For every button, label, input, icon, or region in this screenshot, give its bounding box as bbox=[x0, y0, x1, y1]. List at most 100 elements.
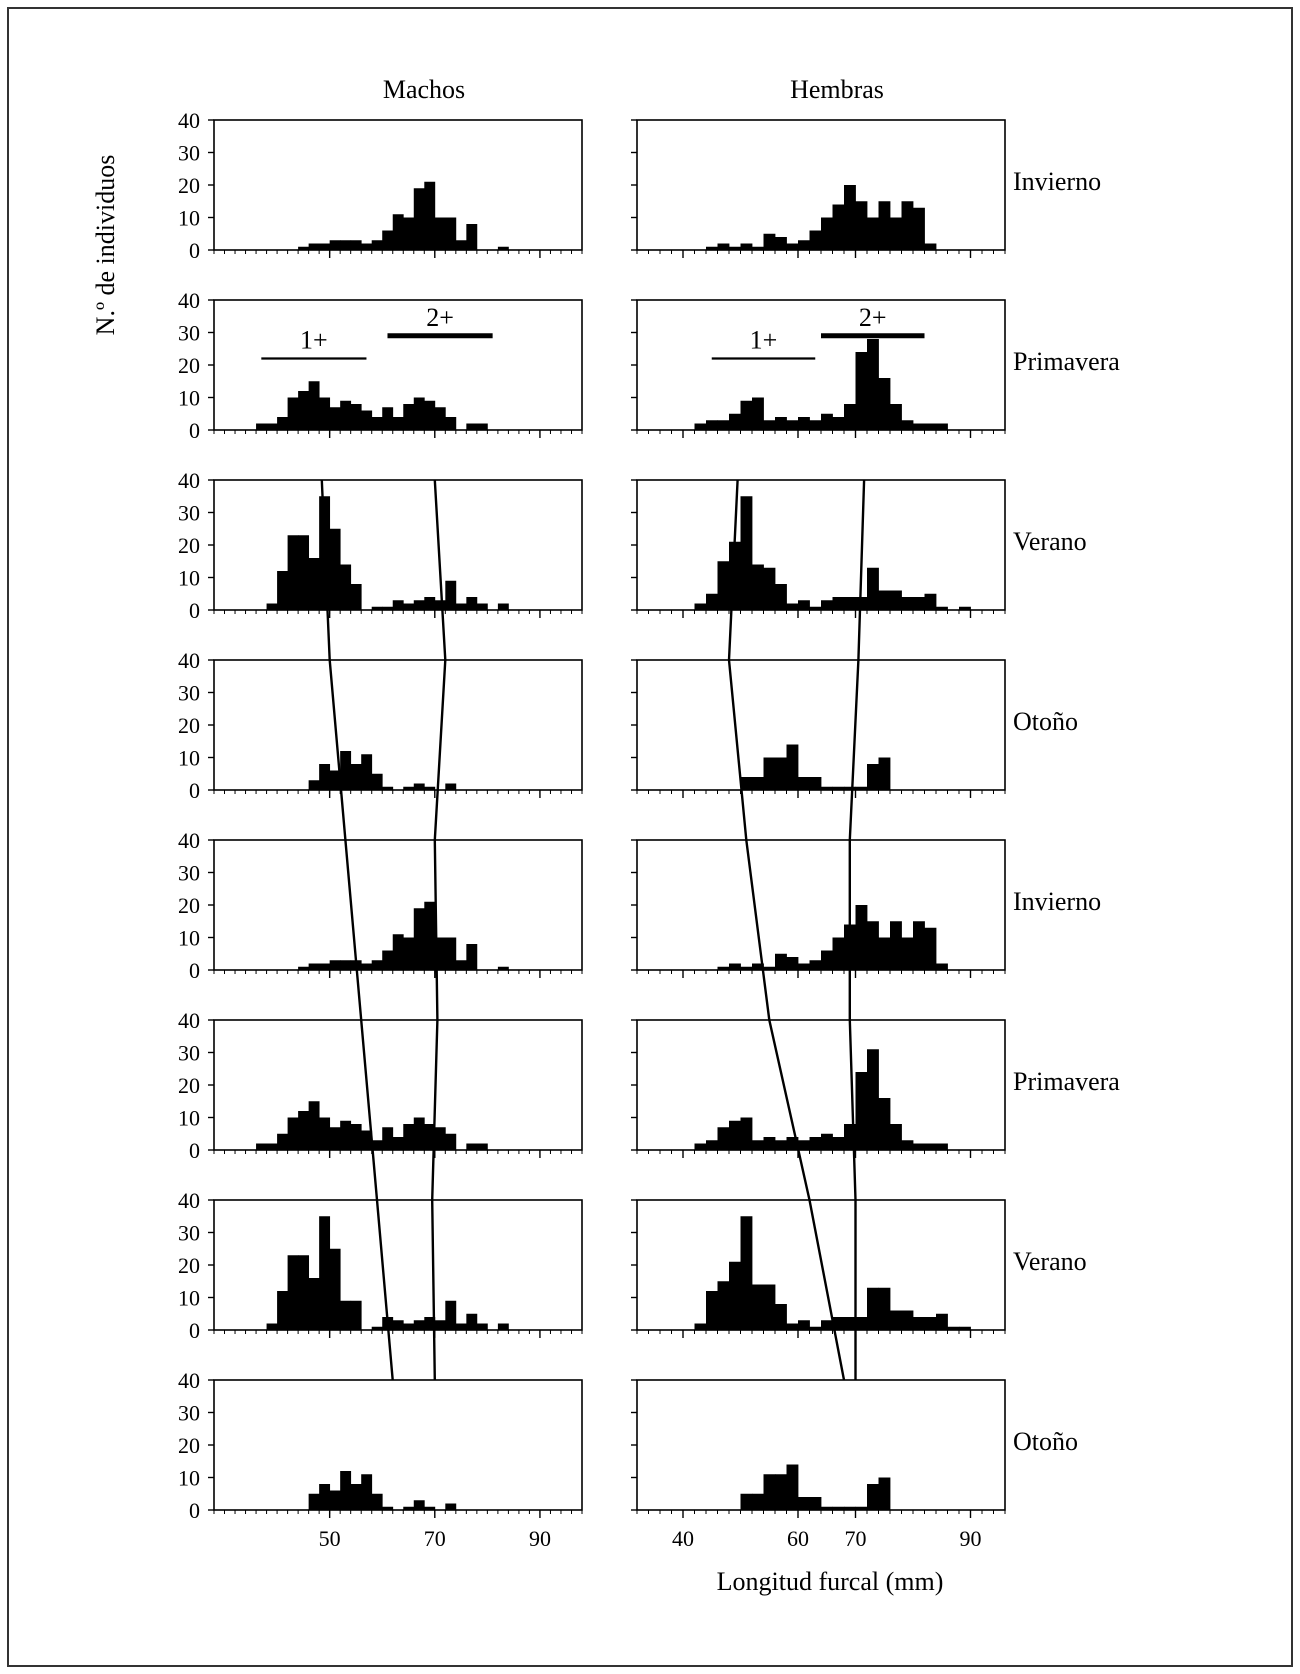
histogram-bar bbox=[308, 1493, 320, 1510]
histogram-bar bbox=[901, 420, 914, 430]
machos-panel-4-frame bbox=[213, 659, 583, 791]
histogram-bar bbox=[752, 777, 764, 790]
histogram-bar bbox=[901, 1310, 914, 1330]
histogram-bar bbox=[445, 417, 457, 430]
histogram-bar bbox=[298, 1255, 310, 1330]
season-label: Invierno bbox=[1013, 167, 1101, 196]
histogram-bar bbox=[844, 1317, 856, 1330]
histogram-bar bbox=[832, 204, 845, 250]
histogram-bar bbox=[298, 535, 310, 610]
x-tick-label: 70 bbox=[845, 1526, 867, 1551]
histogram-bar bbox=[455, 603, 467, 610]
cohort-label: 1+ bbox=[750, 326, 778, 355]
y-tick-label: 30 bbox=[178, 1041, 200, 1066]
histogram-bar bbox=[752, 1140, 764, 1150]
y-tick-label: 10 bbox=[178, 1466, 200, 1491]
histogram-bar bbox=[890, 590, 902, 610]
histogram-bar bbox=[371, 240, 383, 250]
histogram-bar bbox=[729, 963, 741, 970]
histogram-bar bbox=[763, 1137, 776, 1150]
histogram-bar bbox=[319, 1117, 331, 1150]
histogram-bar bbox=[740, 1216, 753, 1330]
histogram-bar bbox=[821, 1320, 833, 1330]
histogram-bar bbox=[821, 1133, 833, 1150]
y-tick-label: 0 bbox=[189, 958, 200, 983]
histogram-bar bbox=[855, 1317, 868, 1330]
y-tick-label: 0 bbox=[189, 778, 200, 803]
histogram-bar bbox=[729, 413, 741, 430]
histogram-bar bbox=[729, 246, 741, 250]
season-label: Otoño bbox=[1013, 707, 1078, 736]
histogram-bar bbox=[809, 230, 822, 250]
histogram-bar bbox=[287, 1255, 299, 1330]
histogram-bar bbox=[424, 1317, 436, 1330]
histogram-bar bbox=[340, 1471, 352, 1510]
y-tick-label: 10 bbox=[178, 1106, 200, 1131]
y-tick-label: 20 bbox=[178, 893, 200, 918]
histogram-bar bbox=[319, 397, 331, 430]
histogram-bar bbox=[786, 243, 799, 250]
machos-panel-2-frame bbox=[213, 299, 583, 431]
y-tick-label: 20 bbox=[178, 173, 200, 198]
histogram-bar bbox=[476, 1323, 488, 1330]
histogram-bar bbox=[434, 1127, 446, 1150]
season-label: Otoño bbox=[1013, 1427, 1078, 1456]
histogram-bar bbox=[413, 1320, 425, 1330]
histogram-bar bbox=[786, 1464, 799, 1510]
y-tick-label: 30 bbox=[178, 681, 200, 706]
x-tick-label: 50 bbox=[319, 1526, 341, 1551]
histogram-bar bbox=[832, 1506, 845, 1510]
machos-panel-6-frame bbox=[213, 1019, 583, 1151]
machos-panel-3-frame bbox=[213, 479, 583, 611]
histogram-bar bbox=[497, 246, 509, 250]
histogram-bar bbox=[798, 417, 810, 430]
histogram-bar bbox=[763, 420, 776, 430]
histogram-bar bbox=[455, 240, 467, 250]
histogram-bar bbox=[298, 966, 310, 970]
histogram-bar bbox=[361, 963, 373, 970]
histogram-bar bbox=[340, 240, 352, 250]
histogram-bar bbox=[424, 400, 436, 430]
histogram-bar bbox=[855, 905, 868, 970]
histogram-bar bbox=[266, 1143, 278, 1150]
histogram-bar bbox=[832, 597, 845, 610]
histogram-bar bbox=[786, 1137, 799, 1150]
histogram-bar bbox=[855, 1506, 868, 1510]
histogram-bar bbox=[844, 404, 856, 430]
histogram-bar bbox=[729, 541, 741, 610]
hembras-panel-4-frame bbox=[636, 659, 1006, 791]
hembras-panel-2-frame bbox=[636, 299, 1006, 431]
histogram-bar bbox=[763, 757, 776, 790]
y-tick-label: 40 bbox=[178, 108, 200, 133]
histogram-bar bbox=[740, 966, 753, 970]
histogram-bar bbox=[403, 1323, 415, 1330]
histogram-bar bbox=[277, 1133, 288, 1150]
histogram-bar bbox=[277, 417, 288, 430]
histogram-bar bbox=[809, 420, 822, 430]
histogram-bar bbox=[466, 944, 478, 970]
histogram-bar bbox=[445, 1133, 457, 1150]
histogram-bar bbox=[878, 378, 891, 430]
histogram-bar bbox=[424, 597, 436, 610]
histogram-bar bbox=[350, 240, 362, 250]
histogram-bar bbox=[361, 410, 373, 430]
histogram-bar bbox=[308, 963, 320, 970]
y-tick-label: 40 bbox=[178, 828, 200, 853]
figure-frame bbox=[7, 7, 1293, 1667]
histogram-bar bbox=[947, 1326, 960, 1330]
histogram-bar bbox=[832, 786, 845, 790]
histogram-bar bbox=[867, 1484, 879, 1510]
histogram-bar bbox=[890, 1310, 902, 1330]
cohort-track-2plus bbox=[430, 479, 447, 1381]
y-axis-title: N.º de individuos bbox=[91, 155, 120, 336]
histogram-bar bbox=[298, 246, 310, 250]
season-label: Verano bbox=[1013, 1247, 1087, 1276]
histogram-bar bbox=[763, 567, 776, 610]
histogram-bar bbox=[844, 597, 856, 610]
y-tick-label: 10 bbox=[178, 566, 200, 591]
histogram-bar bbox=[361, 243, 373, 250]
histogram-bar bbox=[329, 528, 341, 610]
hembras-panel-8-frame bbox=[636, 1379, 1006, 1511]
histogram-bar bbox=[798, 1140, 810, 1150]
histogram-bar bbox=[350, 1300, 362, 1330]
